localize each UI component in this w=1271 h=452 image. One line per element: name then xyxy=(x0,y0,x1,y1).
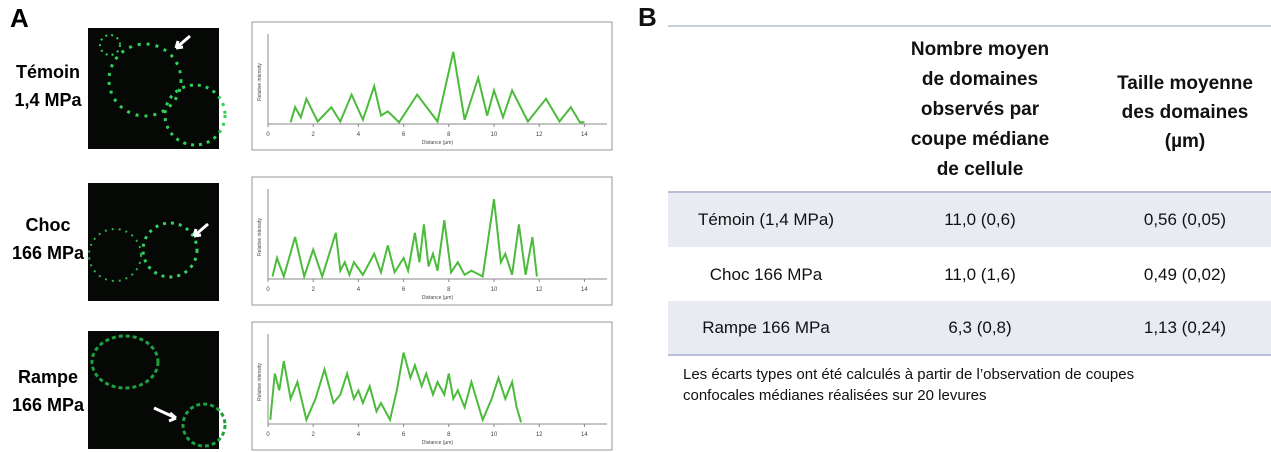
panel-a: A Témoin 1,4 MPa 0 2 4 6 8 10 12 14 Distance (µm) R… xyxy=(10,3,613,451)
panel-label: A xyxy=(10,3,29,33)
x-tick-label: 10 xyxy=(491,287,498,293)
y-axis-label: Relative intensity xyxy=(257,218,263,256)
y-axis-label: Relative intensity xyxy=(257,363,263,401)
panel-label: B xyxy=(638,2,657,32)
micrograph xyxy=(88,183,219,301)
x-tick-label: 14 xyxy=(581,132,588,138)
profile-line xyxy=(269,352,523,423)
header-line: Nombre moyen xyxy=(910,39,1050,60)
x-tick-label: 10 xyxy=(491,132,498,138)
footnote: confocales médianes réalisées sur 20 lev… xyxy=(683,387,987,404)
x-tick-label: 14 xyxy=(581,287,588,293)
x-tick-label: 8 xyxy=(447,432,451,438)
table-cell: 1,13 (0,24) xyxy=(1143,318,1227,337)
x-tick-label: 0 xyxy=(266,432,270,438)
profile-line xyxy=(289,51,585,124)
header-line: (µm) xyxy=(1164,131,1206,152)
rule xyxy=(668,25,1271,27)
x-axis-label: Distance (µm) xyxy=(422,295,454,301)
footnote: Les écarts types ont été calculés à part… xyxy=(683,366,1135,383)
row-label: 1,4 MPa xyxy=(14,90,82,110)
x-tick-label: 0 xyxy=(266,287,270,293)
header-line: observés par xyxy=(920,99,1040,120)
x-tick-label: 8 xyxy=(447,132,451,138)
profile-line xyxy=(271,199,538,281)
x-tick-label: 6 xyxy=(402,432,406,438)
table-cell: 0,56 (0,05) xyxy=(1143,210,1227,229)
x-axis-label: Distance (µm) xyxy=(422,140,454,146)
x-tick-label: 0 xyxy=(266,132,270,138)
header-line: des domaines xyxy=(1121,102,1249,123)
row-label: Choc xyxy=(26,215,71,235)
rule xyxy=(668,354,1271,356)
header-line: coupe médiane xyxy=(910,129,1050,150)
table-cell: Témoin (1,4 MPa) xyxy=(697,210,835,229)
table-cell: 11,0 (1,6) xyxy=(944,265,1016,284)
x-tick-label: 12 xyxy=(536,132,543,138)
table-cell: Rampe 166 MPa xyxy=(702,318,830,337)
row-label: Rampe xyxy=(18,367,78,387)
x-axis-label: Distance (µm) xyxy=(422,440,454,446)
row-band xyxy=(668,193,1271,247)
row-label: 166 MPa xyxy=(12,243,85,263)
table-cell: 6,3 (0,8) xyxy=(948,318,1012,337)
x-tick-label: 6 xyxy=(402,132,406,138)
micrograph xyxy=(88,331,227,449)
x-tick-label: 2 xyxy=(312,432,316,438)
row-label: 166 MPa xyxy=(12,395,85,415)
row-band xyxy=(668,301,1271,354)
x-tick-label: 4 xyxy=(357,432,361,438)
header-line: de cellule xyxy=(936,159,1024,180)
x-tick-label: 2 xyxy=(312,287,316,293)
x-tick-label: 2 xyxy=(312,132,316,138)
plot-frame xyxy=(251,21,613,151)
x-tick-label: 4 xyxy=(357,287,361,293)
x-tick-label: 6 xyxy=(402,287,406,293)
x-tick-label: 14 xyxy=(581,432,588,438)
table-cell: 0,49 (0,02) xyxy=(1143,265,1227,284)
row-label: Témoin xyxy=(16,62,80,82)
plot-frame xyxy=(251,176,613,306)
rule xyxy=(668,191,1271,193)
x-tick-label: 12 xyxy=(536,432,543,438)
table-cell: 11,0 (0,6) xyxy=(944,210,1016,229)
plot-frame xyxy=(251,321,613,451)
x-tick-label: 4 xyxy=(357,132,361,138)
header-line: de domaines xyxy=(921,69,1039,90)
x-tick-label: 12 xyxy=(536,287,543,293)
micrograph xyxy=(88,28,227,149)
x-tick-label: 8 xyxy=(447,287,451,293)
table-cell: Choc 166 MPa xyxy=(709,265,823,284)
x-tick-label: 10 xyxy=(491,432,498,438)
y-axis-label: Relative intensity xyxy=(257,63,263,101)
header-line: Taille moyenne xyxy=(1117,73,1253,94)
